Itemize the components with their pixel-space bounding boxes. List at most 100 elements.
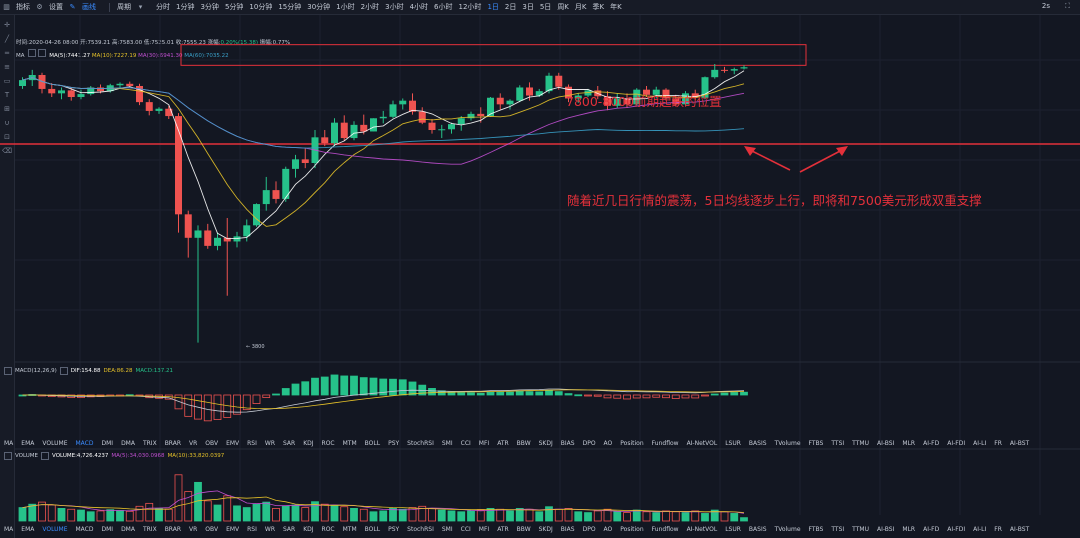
indicator-tab[interactable]: AI-FDI: [947, 439, 966, 447]
interval-tab[interactable]: 3日: [522, 3, 534, 11]
indicator-tab[interactable]: MTM: [342, 525, 357, 533]
indicator-tab[interactable]: ROC: [321, 525, 335, 533]
indicator-tab[interactable]: SKDJ: [538, 439, 553, 447]
macd-collapse-icon[interactable]: [4, 367, 12, 375]
indicator-tab[interactable]: CCI: [460, 525, 471, 533]
horizontal-line-icon[interactable]: ═: [4, 49, 10, 57]
indicator-icon[interactable]: ▥: [3, 3, 10, 11]
indicator-tab[interactable]: Position: [620, 439, 644, 447]
indicator-tab[interactable]: EMV: [226, 439, 240, 447]
indicator-tab[interactable]: VR: [189, 525, 198, 533]
interval-tab[interactable]: 5分钟: [224, 3, 244, 11]
indicator-tab[interactable]: DMI: [101, 525, 114, 533]
indicator-tab[interactable]: KDJ: [303, 439, 314, 447]
indicator-tab[interactable]: SAR: [283, 439, 296, 447]
indicator-tab[interactable]: SMI: [441, 439, 453, 447]
interval-tab[interactable]: 3小时: [385, 3, 404, 11]
indicator-tab[interactable]: MA: [4, 525, 14, 533]
indicator-tab[interactable]: RSI: [247, 439, 257, 447]
indicator-tab[interactable]: StochRSI: [407, 439, 434, 447]
indicator-tab[interactable]: FTBS: [808, 439, 824, 447]
interval-tab[interactable]: 12小时: [458, 3, 482, 11]
indicator-tab[interactable]: CCI: [460, 439, 471, 447]
indicator-tab[interactable]: Fundflow: [651, 439, 679, 447]
interval-tab[interactable]: 2小时: [360, 3, 380, 11]
indicator-tab[interactable]: BOLL: [364, 525, 381, 533]
indicator-tab[interactable]: KDJ: [303, 525, 314, 533]
ma-settings-icon[interactable]: [28, 49, 37, 57]
indicator-tab[interactable]: BOLL: [364, 439, 381, 447]
interval-tab[interactable]: 年K: [610, 3, 622, 11]
indicator-tab[interactable]: VOLUME: [42, 525, 68, 533]
volume-collapse-icon[interactable]: [4, 452, 12, 460]
interval-tab[interactable]: 分时: [156, 3, 170, 11]
indicator-tab[interactable]: VR: [189, 439, 198, 447]
indicator-tab[interactable]: AI-FD: [923, 525, 940, 533]
indicator-tab[interactable]: AI-FDI: [947, 525, 966, 533]
indicator-tab[interactable]: AI-BST: [1009, 439, 1030, 447]
indicator-tab[interactable]: BASIS: [748, 525, 767, 533]
indicator-tab[interactable]: MLR: [902, 439, 916, 447]
indicator-tab[interactable]: BBW: [516, 439, 531, 447]
settings-button[interactable]: 设置: [49, 3, 63, 11]
chevron-down-icon[interactable]: ▾: [138, 3, 143, 11]
indicator-tab[interactable]: TRIX: [142, 525, 157, 533]
indicator-tab[interactable]: MTM: [342, 439, 357, 447]
indicator-tab[interactable]: BIAS: [560, 525, 575, 533]
refresh-interval[interactable]: 2s: [1041, 2, 1050, 10]
lock-icon[interactable]: ⊡: [4, 133, 10, 141]
indicator-tab[interactable]: EMA: [21, 439, 35, 447]
indicator-tab[interactable]: MLR: [902, 525, 916, 533]
text-icon[interactable]: T: [4, 91, 10, 99]
indicator-tab[interactable]: ATR: [497, 525, 509, 533]
indicator-tab[interactable]: RSI: [247, 525, 257, 533]
indicator-tab[interactable]: BASIS: [748, 439, 767, 447]
indicator-tab[interactable]: SMI: [441, 525, 453, 533]
expand-icon[interactable]: ⛶: [1065, 2, 1070, 10]
indicator-tab[interactable]: TVolume: [774, 525, 801, 533]
indicator-tab[interactable]: AI-NetVOL: [686, 525, 718, 533]
indicator-tab[interactable]: TTSI: [831, 439, 845, 447]
indicator-tab[interactable]: DMI: [101, 439, 114, 447]
indicator-tab[interactable]: Fundflow: [651, 525, 679, 533]
interval-tab[interactable]: 10分钟: [249, 3, 273, 11]
macd-settings-icon[interactable]: [59, 367, 68, 375]
indicator-tab[interactable]: AO: [603, 439, 613, 447]
indicator-tab[interactable]: OBV: [205, 439, 219, 447]
indicator-tab[interactable]: BIAS: [560, 439, 575, 447]
indicator-tab[interactable]: OBV: [205, 525, 219, 533]
indicator-tab[interactable]: DMA: [121, 439, 135, 447]
indicator-tab[interactable]: BRAR: [164, 439, 182, 447]
interval-tab[interactable]: 周K: [557, 3, 569, 11]
interval-tab[interactable]: 3分钟: [200, 3, 219, 11]
indicator-tab[interactable]: WR: [264, 439, 275, 447]
indicator-tab[interactable]: AI-FD: [923, 439, 940, 447]
volume-settings-icon[interactable]: [41, 452, 50, 460]
interval-tab[interactable]: 15分钟: [278, 3, 302, 11]
indicator-tab[interactable]: TRIX: [142, 439, 157, 447]
indicator-tab[interactable]: BBW: [516, 525, 531, 533]
interval-tab[interactable]: 6小时: [434, 3, 453, 11]
magnet-icon[interactable]: ∪: [4, 119, 10, 127]
indicator-tab[interactable]: Position: [620, 525, 644, 533]
indicator-tab[interactable]: FR: [994, 439, 1002, 447]
indicator-tab[interactable]: LSUR: [725, 525, 741, 533]
indicator-tab[interactable]: FTBS: [808, 525, 824, 533]
indicator-tab[interactable]: SAR: [283, 525, 296, 533]
indicator-tab[interactable]: AI-BSI: [876, 525, 895, 533]
indicator-tab[interactable]: LSUR: [725, 439, 741, 447]
indicator-tab[interactable]: ROC: [321, 439, 335, 447]
indicator-tab[interactable]: TTMU: [852, 525, 869, 533]
settings-icon[interactable]: ⚙: [36, 3, 43, 11]
measure-icon[interactable]: ⊞: [4, 105, 10, 113]
indicator-tab[interactable]: TTMU: [852, 439, 869, 447]
indicator-tab[interactable]: EMA: [21, 525, 35, 533]
shape-icon[interactable]: ▭: [3, 77, 11, 85]
indicator-tab[interactable]: AI-BSI: [876, 439, 895, 447]
interval-tab[interactable]: 5日: [539, 3, 552, 11]
indicator-tab[interactable]: MFI: [478, 439, 490, 447]
indicator-tab[interactable]: BRAR: [164, 525, 182, 533]
indicator-tab[interactable]: ATR: [497, 439, 509, 447]
indicator-tab[interactable]: PSY: [388, 439, 400, 447]
